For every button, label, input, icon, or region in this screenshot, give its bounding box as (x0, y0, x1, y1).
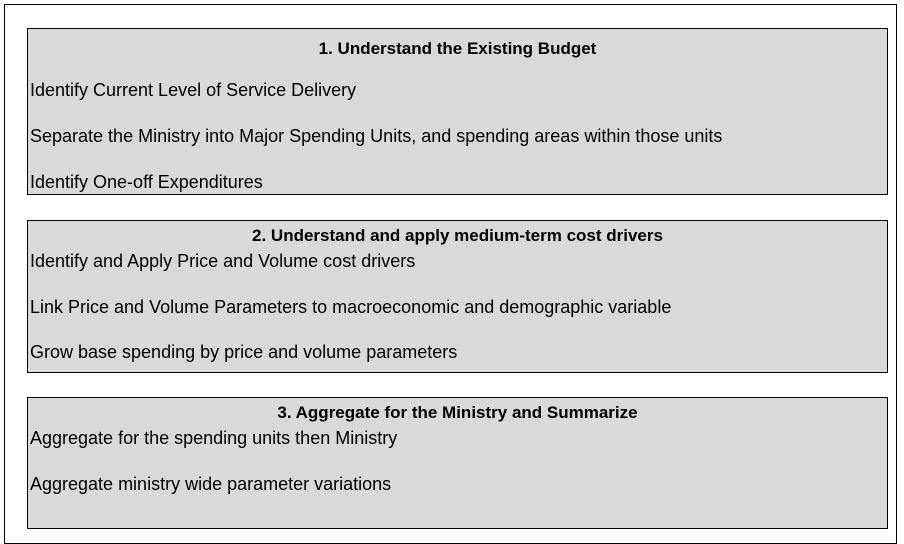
step-box: 3. Aggregate for the Ministry and Summar… (27, 397, 888, 529)
step-title: 2. Understand and apply medium-term cost… (252, 226, 663, 245)
step-item: Identify Current Level of Service Delive… (30, 80, 357, 100)
step-box: 1. Understand the Existing Budget Identif… (27, 28, 888, 195)
step-item: Identify and Apply Price and Volume cost… (30, 251, 416, 271)
step-title: 3. Aggregate for the Ministry and Summar… (277, 403, 638, 422)
step-item: Identify One-off Expenditures (30, 172, 263, 192)
step-box: 2. Understand and apply medium-term cost… (27, 220, 888, 373)
step-item: Separate the Ministry into Major Spendin… (30, 126, 723, 146)
page: {"sections": [ {"title": "1. Understand … (4, 4, 897, 544)
step-item: Grow base spending by price and volume p… (30, 342, 458, 362)
step-item: Aggregate ministry wide parameter variat… (30, 474, 392, 494)
step-item: Link Price and Volume Parameters to macr… (30, 297, 672, 317)
step-item: Aggregate for the spending units then Mi… (30, 428, 398, 448)
step-title: 1. Understand the Existing Budget (318, 39, 597, 58)
